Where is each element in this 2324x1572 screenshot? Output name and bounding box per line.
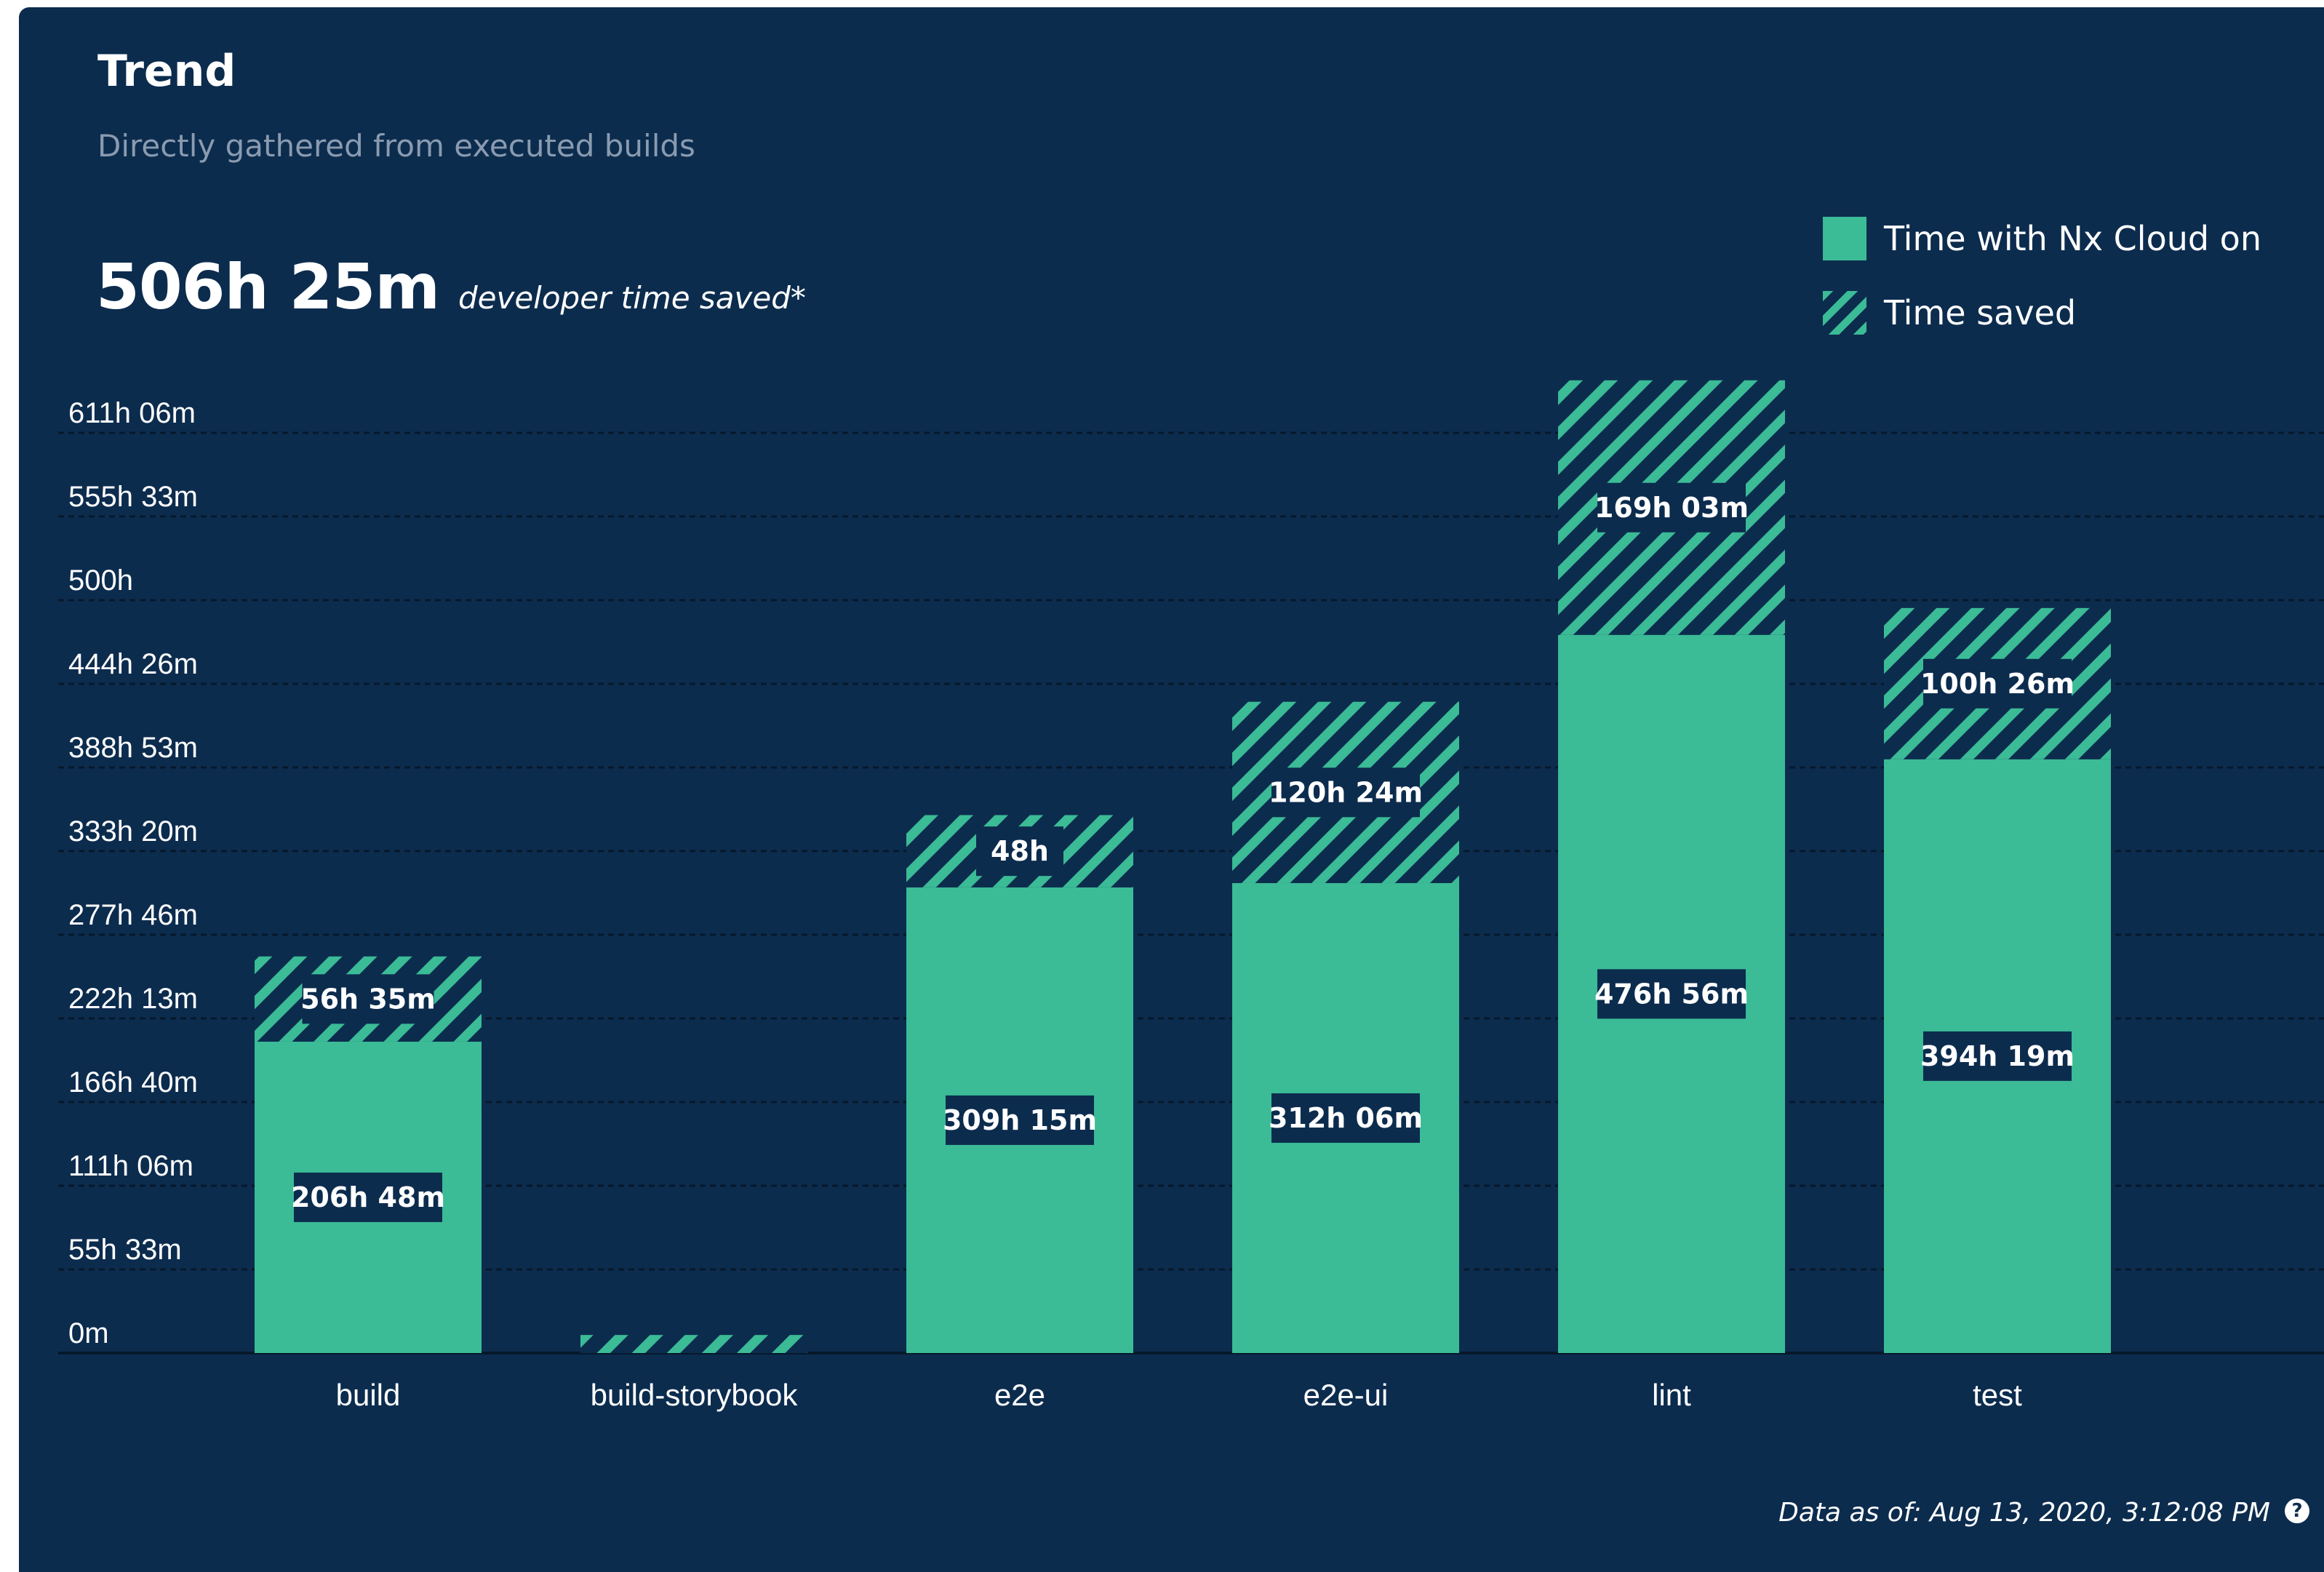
y-tick-label: 388h 53m: [68, 732, 198, 764]
time-saved-value: 506h 25m: [96, 251, 440, 324]
legend-label-with-cloud: Time with Nx Cloud on: [1884, 219, 2261, 258]
label-time-saved-box: [302, 974, 434, 1024]
label-time-saved-box: [1597, 482, 1746, 532]
x-tick-label: test: [1973, 1378, 2022, 1412]
y-tick-label: 333h 20m: [68, 815, 198, 847]
y-tick-label: 0m: [68, 1317, 109, 1349]
label-time-saved: 48h: [991, 835, 1049, 867]
question-circle-icon[interactable]: ?: [2285, 1499, 2309, 1523]
time-saved-stat: 506h 25m developer time saved*: [96, 256, 806, 319]
x-tick-label: build: [336, 1378, 401, 1412]
label-time-saved: 56h 35m: [300, 983, 436, 1015]
y-tick-label: 277h 46m: [68, 899, 198, 931]
y-tick-label: 55h 33m: [68, 1234, 182, 1266]
label-with-cloud: 312h 06m: [1269, 1102, 1423, 1134]
label-time-saved-box: [1271, 767, 1420, 818]
card-title: Trend: [97, 46, 236, 97]
stacked-bar-chart: 0m 55h 33m 111h 06m 166h 40m 222h 13m 277h 46…: [58, 380, 2324, 1412]
x-tick-label: build-storybook: [591, 1378, 799, 1412]
label-with-cloud-box: [1597, 969, 1746, 1019]
legend-swatch-solid: [1823, 217, 1866, 260]
y-tick-label: 611h 06m: [68, 397, 196, 429]
bar-time-saved-build-storybook: [580, 1335, 807, 1353]
y-tick-label: 555h 33m: [68, 481, 198, 513]
y-tick-label: 111h 06m: [68, 1150, 193, 1182]
label-time-saved-box: [976, 826, 1063, 877]
y-tick-label: 166h 40m: [68, 1066, 198, 1098]
label-with-cloud-box: [946, 1095, 1094, 1145]
label-time-saved-box: [1923, 658, 2072, 709]
label-time-saved: 169h 03m: [1594, 492, 1749, 524]
y-tick-label: 222h 13m: [68, 983, 198, 1015]
x-tick-label: e2e-ui: [1303, 1378, 1389, 1412]
label-with-cloud-box: [294, 1172, 442, 1222]
label-with-cloud: 309h 15m: [943, 1104, 1097, 1136]
label-time-saved: 100h 26m: [1920, 668, 2075, 700]
y-tick-label: 500h: [68, 564, 133, 597]
x-tick-label: e2e: [994, 1378, 1045, 1412]
card-subtitle: Directly gathered from executed builds: [97, 128, 695, 164]
y-tick-label: 444h 26m: [68, 648, 198, 680]
legend-swatch-hatched: [1823, 291, 1866, 335]
time-saved-caption: developer time saved*: [458, 280, 806, 316]
data-as-of: Data as of: Aug 13, 2020, 3:12:08 PM: [1778, 1498, 2270, 1528]
label-with-cloud-box: [1271, 1093, 1420, 1143]
label-with-cloud: 476h 56m: [1594, 978, 1749, 1010]
label-with-cloud: 206h 48m: [291, 1181, 445, 1213]
label-time-saved: 120h 24m: [1269, 776, 1423, 808]
label-with-cloud: 394h 19m: [1920, 1040, 2075, 1072]
legend-label-time-saved: Time saved: [1884, 293, 2077, 332]
label-with-cloud-box: [1923, 1031, 2072, 1081]
trend-card: Trend Directly gathered from executed bu…: [19, 7, 2324, 1572]
x-tick-label: lint: [1652, 1378, 1691, 1412]
